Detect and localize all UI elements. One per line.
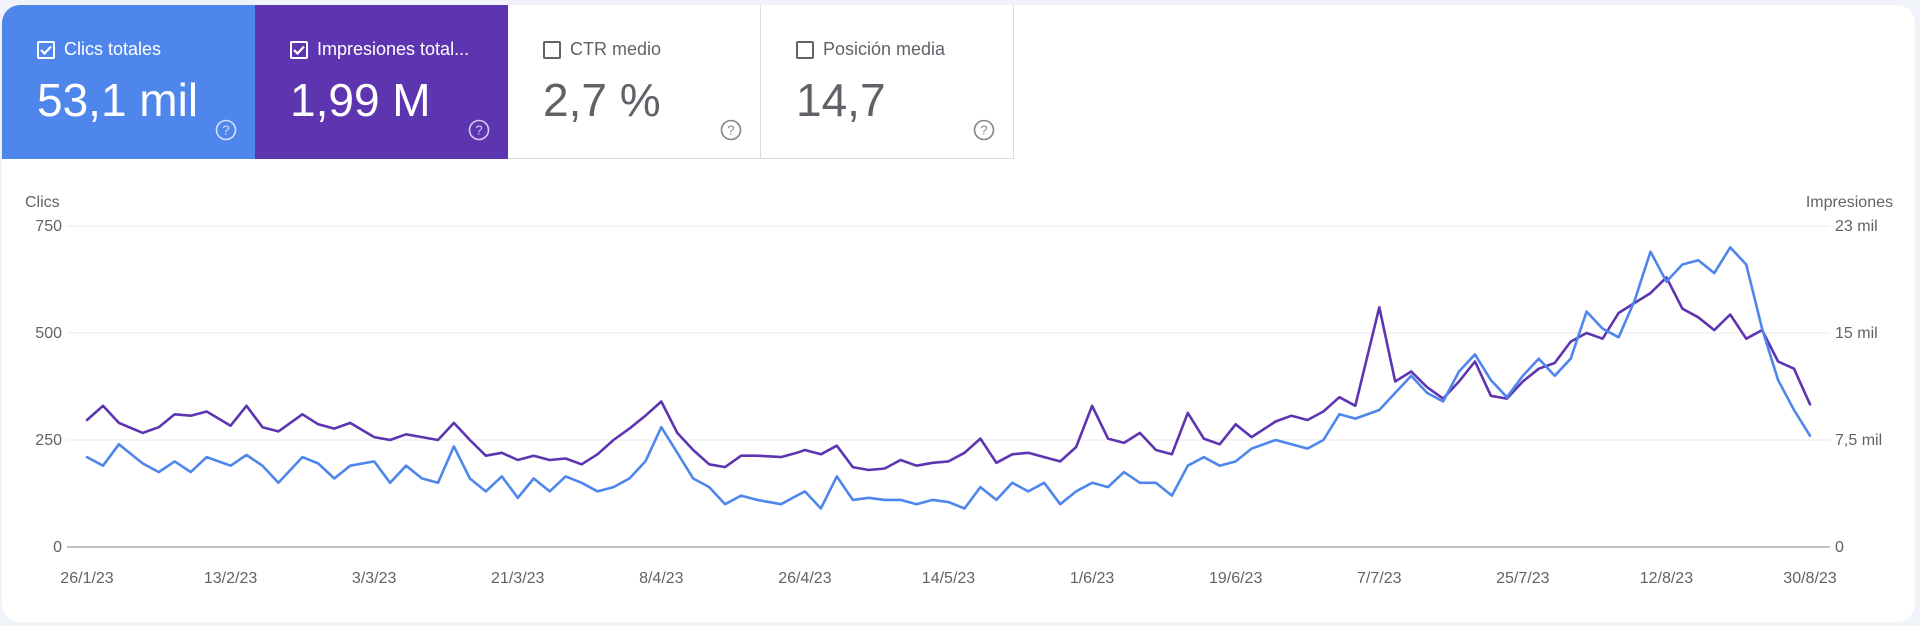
metric-impressions[interactable]: Impresiones total... 1,99 M ? (255, 5, 508, 159)
x-tick-label: 25/7/23 (1496, 570, 1549, 587)
x-tick-label: 21/3/23 (491, 570, 544, 587)
series-line-clicks (85, 246, 1812, 510)
y-right-tick-label: 23 mil (1835, 218, 1878, 235)
x-tick-label: 8/4/23 (639, 570, 684, 587)
metric-tiles: Clics totales 53,1 mil ? Impresiones tot… (2, 5, 1014, 159)
checkbox-checked-icon[interactable] (37, 41, 55, 59)
metric-ctr[interactable]: CTR medio 2,7 % ? (508, 5, 761, 159)
left-axis-title: Clics (25, 194, 60, 211)
checkbox-checked-icon[interactable] (290, 41, 308, 59)
x-tick-label: 14/5/23 (922, 570, 975, 587)
x-tick-label: 30/8/23 (1783, 570, 1836, 587)
y-left-tick-label: 250 (35, 432, 62, 449)
metric-value: 1,99 M (290, 74, 431, 126)
help-icon[interactable]: ? (215, 119, 237, 141)
metric-label: Clics totales (64, 39, 162, 59)
series-line-impressions (85, 276, 1812, 472)
x-tick-label: 12/8/23 (1640, 570, 1693, 587)
x-tick-label: 26/4/23 (778, 570, 831, 587)
svg-text:?: ? (980, 123, 987, 138)
y-left-tick-label: 750 (35, 218, 62, 235)
x-tick-label: 19/6/23 (1209, 570, 1262, 587)
x-tick-label: 7/7/23 (1357, 570, 1402, 587)
metric-position[interactable]: Posición media 14,7 ? (761, 5, 1014, 159)
help-icon[interactable]: ? (468, 119, 490, 141)
performance-card: Clics totales 53,1 mil ? Impresiones tot… (2, 5, 1915, 622)
svg-text:?: ? (727, 123, 734, 138)
x-tick-label: 26/1/23 (60, 570, 113, 587)
line-chart: 0 0 250 7,5 mil 500 15 mil 750 23 mil 26/1/23 13/… (35, 218, 1882, 587)
x-tick-label: 3/3/23 (352, 570, 397, 587)
svg-text:?: ? (475, 123, 482, 138)
y-left-tick-label: 500 (35, 325, 62, 342)
svg-text:?: ? (222, 123, 229, 138)
checkbox-unchecked-icon[interactable] (796, 41, 814, 59)
x-tick-label: 13/2/23 (204, 570, 257, 587)
metric-label: CTR medio (570, 39, 662, 59)
metric-value: 2,7 % (543, 74, 661, 126)
right-axis-title: Impresiones (1805, 194, 1893, 211)
checkbox-unchecked-icon[interactable] (543, 41, 561, 59)
metric-value: 53,1 mil (37, 74, 199, 126)
x-tick-label: 1/6/23 (1070, 570, 1115, 587)
metric-label: Posición media (823, 39, 946, 59)
y-right-tick-label: 7,5 mil (1835, 432, 1882, 449)
y-left-tick-label: 0 (53, 539, 62, 556)
metric-label: Impresiones total... (317, 39, 470, 59)
y-right-tick-label: 0 (1835, 539, 1844, 556)
y-right-tick-label: 15 mil (1835, 325, 1878, 342)
help-icon[interactable]: ? (720, 119, 742, 141)
metric-clicks[interactable]: Clics totales 53,1 mil ? (2, 5, 255, 159)
help-icon[interactable]: ? (973, 119, 995, 141)
metric-value: 14,7 (796, 74, 886, 126)
